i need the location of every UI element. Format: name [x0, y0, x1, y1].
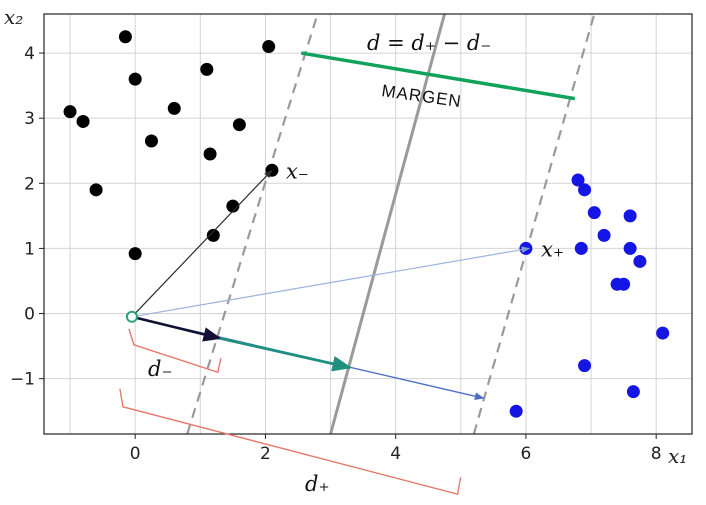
data-point	[623, 241, 637, 255]
data-point	[144, 134, 158, 148]
x-tick-label: 0	[130, 444, 141, 464]
data-point	[76, 114, 90, 128]
tick-labels: 0 2 4 6 8 −1 0 1 2 3 4	[10, 44, 662, 464]
margin-width-line	[300, 51, 576, 101]
data-point	[574, 241, 588, 255]
vector-arrow	[131, 315, 222, 342]
data-point	[656, 326, 670, 340]
data-point	[587, 206, 601, 220]
x-plus-label: x₊	[541, 237, 564, 261]
x-axis-label: x₁	[668, 444, 687, 468]
margin-boundary-line	[472, 14, 596, 434]
data-point	[232, 118, 246, 132]
data-point	[578, 359, 592, 373]
data-point	[128, 247, 142, 261]
margin-boundary-line	[186, 14, 319, 434]
data-point	[262, 40, 276, 54]
d-plus-label: d₊	[305, 472, 330, 496]
data-point	[128, 72, 142, 86]
d-minus-brace	[128, 328, 222, 374]
y-tick-label: 2	[24, 174, 35, 194]
data-point	[597, 228, 611, 242]
data-point	[118, 30, 132, 44]
formula-label: d = d₊ − d₋	[367, 31, 491, 55]
data-point	[626, 385, 640, 399]
d-plus-brace	[119, 388, 462, 496]
x-tick-label: 2	[260, 444, 271, 464]
data-point	[571, 173, 585, 187]
y-tick-label: −1	[10, 370, 35, 390]
data-point	[633, 254, 647, 268]
plot-area	[63, 14, 670, 434]
y-tick-label: 0	[24, 305, 35, 325]
data-point	[617, 277, 631, 291]
decision-boundary-line	[329, 14, 446, 434]
data-point	[203, 147, 217, 161]
data-point	[63, 105, 77, 119]
plot-frame	[43, 13, 693, 435]
vector-arrow	[131, 246, 531, 318]
data-point	[509, 404, 523, 418]
data-point	[206, 228, 220, 242]
y-tick-label: 4	[24, 44, 35, 64]
data-point	[167, 101, 181, 115]
x-tick-label: 8	[651, 444, 662, 464]
data-point	[623, 209, 637, 223]
data-point	[226, 199, 240, 213]
annotations: d = d₊ − d₋ MARGEN x₋ x₊ d₋ d₊	[119, 31, 576, 496]
x-tick-label: 4	[390, 444, 401, 464]
vector-arrow	[219, 336, 353, 372]
x-tick-label: 6	[521, 444, 532, 464]
y-tick-label: 3	[24, 109, 35, 129]
y-tick-label: 1	[24, 239, 35, 259]
data-point	[200, 62, 214, 76]
origin-point	[125, 310, 138, 323]
d-minus-label: d₋	[148, 357, 173, 381]
margin-label: MARGEN	[380, 81, 462, 111]
y-axis-label: x₂	[4, 5, 23, 29]
data-point	[578, 183, 592, 197]
data-point	[89, 183, 103, 197]
x-minus-label: x₋	[286, 159, 309, 183]
vector-arrow	[131, 169, 273, 318]
